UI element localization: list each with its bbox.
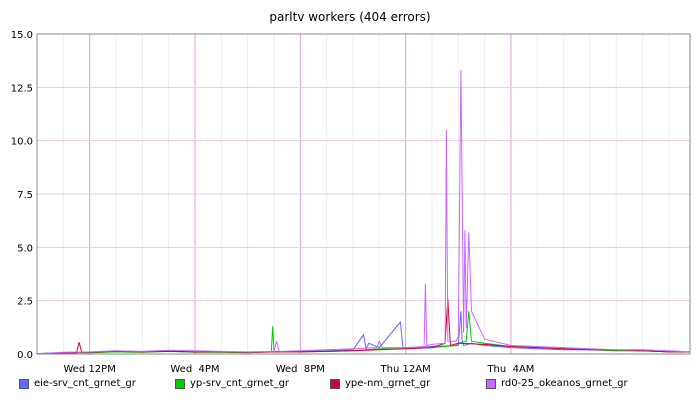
y-tick-label: 7.5	[17, 190, 33, 201]
legend-swatch	[19, 378, 29, 389]
x-tick-label: Thu 12AM	[380, 364, 431, 375]
x-tick-label: Wed 8PM	[276, 364, 325, 375]
legend-swatch	[330, 378, 340, 389]
legend-item: rd0-25_okeanos_grnet_gr	[486, 378, 628, 389]
y-tick-label: 15.0	[11, 30, 33, 41]
y-tick-label: 10.0	[11, 137, 33, 148]
series-line	[36, 311, 690, 355]
x-tick-label: Thu 4AM	[486, 364, 534, 375]
y-tick-label: 0.0	[17, 350, 33, 361]
legend-item: eie-srv_cnt_grnet_gr	[19, 378, 136, 389]
x-tick-label: Wed 4PM	[170, 364, 219, 375]
legend-label: ype-nm_grnet_gr	[345, 378, 431, 389]
x-axis: Wed 12PM Wed 4PM Wed 8PM Thu 12AM Thu 4AM	[63, 364, 534, 375]
series-lines	[36, 70, 691, 355]
legend-swatch	[486, 378, 496, 389]
series-line	[36, 298, 690, 355]
legend-label: yp-srv_cnt_grnet_gr	[190, 378, 290, 389]
legend-item: ype-nm_grnet_gr	[330, 378, 430, 389]
legend-item: yp-srv_cnt_grnet_gr	[175, 378, 289, 389]
series-line	[36, 70, 691, 355]
y-tick-label: 2.5	[17, 297, 33, 308]
grid-lines	[36, 33, 690, 355]
legend: eie-srv_cnt_grnet_gr yp-srv_cnt_grnet_gr…	[0, 378, 700, 398]
y-axis: 0.0 2.5 5.0 7.5 10.0 12.5 15.0	[11, 30, 33, 361]
x-tick-label: Wed 12PM	[63, 364, 115, 375]
y-tick-label: 5.0	[17, 243, 33, 254]
plot-frame	[36, 33, 691, 355]
legend-label: rd0-25_okeanos_grnet_gr	[501, 378, 628, 389]
chart-title: parltv workers (404 errors)	[269, 10, 430, 24]
legend-swatch	[175, 378, 185, 389]
series-line	[36, 311, 690, 355]
legend-label: eie-srv_cnt_grnet_gr	[34, 378, 136, 389]
y-tick-label: 12.5	[11, 83, 33, 94]
